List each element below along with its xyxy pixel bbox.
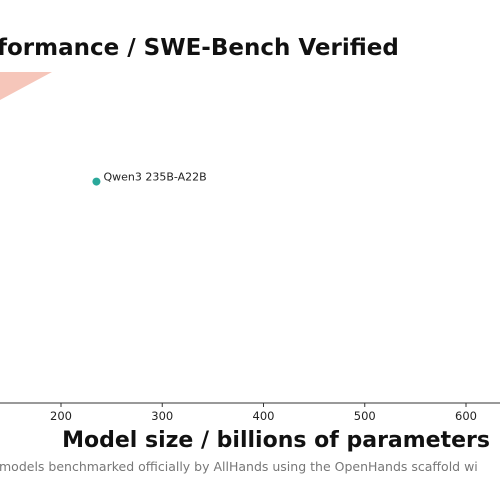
data-point-label: Qwen3 235B-A22B [103, 171, 206, 184]
x-axis-label: Model size / billions of parameters [62, 428, 490, 453]
x-tick-label: 200 [50, 409, 72, 423]
data-points: Qwen3 235B-A22B [92, 171, 207, 186]
x-tick-label: 300 [151, 409, 173, 423]
x-tick-label: 400 [253, 409, 275, 423]
x-tick-label: 600 [455, 409, 477, 423]
highlight-wedge [0, 72, 52, 100]
data-point [92, 177, 101, 186]
x-tick-label: 500 [354, 409, 376, 423]
footnote: models benchmarked officially by AllHand… [0, 459, 478, 474]
chart-title: formance / SWE-Bench Verified [0, 35, 399, 61]
plot-area: 200 300 400 500 600 Qwen3 235B-A22B [0, 171, 500, 423]
x-ticks: 200 300 400 500 600 [50, 403, 477, 423]
